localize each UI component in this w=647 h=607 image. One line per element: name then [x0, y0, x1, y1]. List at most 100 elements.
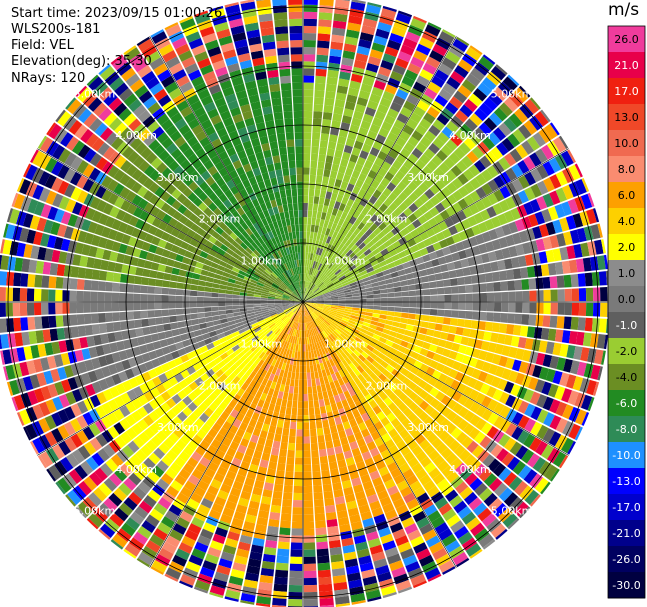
velocity-gate: [209, 221, 219, 231]
velocity-gate: [424, 461, 437, 474]
velocity-gate: [425, 56, 441, 69]
velocity-gate: [325, 191, 332, 200]
velocity-gate: [335, 284, 343, 290]
velocity-gate: [482, 54, 496, 65]
velocity-rays: [0, 0, 610, 607]
velocity-gate: [143, 165, 156, 177]
velocity-gate: [305, 308, 309, 316]
velocity-gate: [336, 194, 344, 203]
velocity-gate: [462, 206, 474, 218]
velocity-gate: [345, 222, 353, 231]
velocity-gate: [343, 43, 357, 53]
velocity-gate: [303, 160, 310, 168]
velocity-gate: [257, 331, 265, 338]
velocity-gate: [391, 566, 407, 578]
velocity-gate: [347, 87, 360, 97]
velocity-gate: [373, 513, 387, 524]
velocity-gate: [344, 289, 352, 294]
velocity-gate: [351, 147, 361, 157]
velocity-gate: [176, 492, 190, 504]
velocity-gate: [328, 539, 342, 549]
velocity-gate: [294, 471, 303, 479]
velocity-gate: [451, 202, 463, 214]
velocity-gate: [322, 266, 328, 274]
velocity-gate: [196, 428, 207, 440]
velocity-gate: [367, 537, 382, 548]
velocity-gate: [358, 90, 371, 100]
velocity-gate: [330, 296, 339, 299]
velocity-gate: [63, 265, 73, 277]
velocity-gate: [337, 295, 346, 299]
velocity-gate: [401, 307, 410, 313]
velocity-gate: [125, 190, 137, 203]
velocity-gate: [435, 346, 445, 355]
velocity-gate: [348, 233, 357, 242]
velocity-gate: [325, 281, 333, 287]
velocity-gate: [314, 89, 325, 98]
velocity-gate: [294, 307, 300, 314]
velocity-gate: [282, 304, 290, 307]
velocity-gate: [339, 321, 348, 327]
velocity-gate: [248, 342, 256, 350]
velocity-gate: [0, 333, 10, 349]
velocity-gate: [419, 439, 431, 451]
velocity-gate: [132, 386, 144, 398]
velocity-gate: [240, 242, 248, 250]
velocity-gate: [164, 369, 175, 380]
velocity-gate: [426, 244, 436, 254]
velocity-gate: [107, 332, 116, 343]
velocity-gate: [474, 107, 488, 122]
velocity-gate: [205, 226, 215, 236]
velocity-gate: [438, 221, 448, 231]
velocity-gate: [288, 312, 295, 319]
velocity-gate: [278, 257, 284, 266]
velocity-gate: [282, 272, 288, 280]
velocity-gate: [262, 286, 270, 291]
velocity-gate: [195, 353, 205, 362]
velocity-gate: [350, 312, 359, 317]
velocity-gate: [203, 302, 212, 307]
velocity-gate: [170, 228, 181, 238]
velocity-gate: [254, 291, 262, 296]
velocity-gate: [465, 517, 481, 531]
velocity-gate: [218, 288, 227, 294]
velocity-gate: [591, 318, 600, 333]
velocity-gate: [400, 548, 415, 560]
velocity-gate: [168, 376, 179, 387]
velocity-gate: [505, 423, 518, 437]
velocity-gate: [332, 438, 342, 448]
velocity-gate: [408, 192, 419, 203]
velocity-gate: [271, 358, 277, 367]
velocity-gate: [417, 333, 426, 342]
velocity-gate: [402, 302, 410, 308]
velocity-gate: [403, 100, 416, 112]
velocity-gate: [296, 422, 303, 430]
velocity-gate: [340, 279, 349, 285]
velocity-gate: [510, 257, 520, 269]
velocity-gate: [311, 449, 319, 458]
velocity-gate: [123, 45, 137, 56]
velocity-gate: [296, 358, 300, 366]
velocity-gate: [233, 283, 242, 289]
velocity-gate: [390, 125, 402, 137]
velocity-gate: [151, 358, 161, 368]
velocity-gate: [343, 486, 354, 496]
velocity-gate: [181, 56, 196, 69]
velocity-gate: [497, 333, 506, 345]
velocity-gate: [280, 241, 286, 250]
velocity-gate: [529, 391, 541, 405]
velocity-gate: [382, 540, 397, 551]
velocity-gate: [424, 188, 435, 200]
velocity-gate: [235, 428, 246, 438]
velocity-gate: [473, 127, 487, 141]
velocity-gate: [397, 10, 413, 18]
velocity-gate: [236, 225, 245, 234]
velocity-gate: [193, 267, 202, 275]
velocity-gate: [288, 320, 294, 328]
velocity-gate: [129, 256, 139, 267]
velocity-gate: [359, 562, 374, 572]
velocity-gate: [188, 181, 199, 192]
velocity-gate: [265, 258, 272, 266]
velocity-gate: [225, 290, 234, 295]
velocity-gate: [258, 277, 267, 283]
